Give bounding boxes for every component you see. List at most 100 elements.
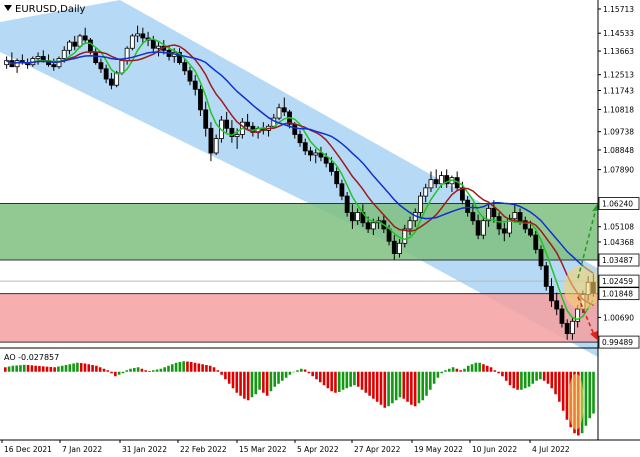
level-label: 1.02459 xyxy=(602,277,633,286)
ao-bar xyxy=(68,364,72,372)
ao-bar xyxy=(387,371,390,407)
time-tick-label: 15 Mar 2022 xyxy=(239,445,287,454)
ao-bar xyxy=(231,371,235,389)
ao-bar xyxy=(512,371,516,389)
ao-bar xyxy=(546,371,550,384)
support-zone xyxy=(0,293,598,343)
time-tick-label: 4 Jul 2022 xyxy=(532,445,570,454)
candle-body xyxy=(203,109,209,129)
ao-bar xyxy=(497,371,500,374)
ao-bar xyxy=(516,371,519,390)
price-axis: 1.15713 1.14533 1.13663 1.12513 1.11743 1.108… xyxy=(597,0,640,457)
price-tick-label: 1.14533 xyxy=(603,29,634,38)
candle-body xyxy=(156,45,161,49)
time-tick-label: 31 Jan 2022 xyxy=(122,445,167,454)
ao-bar xyxy=(417,371,421,404)
candle-body xyxy=(119,60,125,74)
candle-body xyxy=(98,62,104,70)
ao-bar xyxy=(262,371,265,393)
ao-bar xyxy=(87,364,91,372)
candle-body xyxy=(538,249,544,267)
ao-bar xyxy=(64,365,68,372)
candle-body xyxy=(344,195,350,213)
ao-bar xyxy=(197,363,201,372)
ao-bar xyxy=(201,364,204,372)
candle-body xyxy=(365,222,371,230)
forecast-highlight xyxy=(564,265,600,310)
candle-body xyxy=(129,35,135,49)
ao-bar xyxy=(167,365,170,372)
candle-body xyxy=(512,212,518,220)
ao-bar xyxy=(296,370,299,372)
level-label-box xyxy=(598,197,640,210)
candle-body xyxy=(150,39,156,49)
candle-body xyxy=(323,156,329,164)
ao-bar xyxy=(163,367,166,372)
level-label-box xyxy=(598,335,640,349)
ao-bar xyxy=(246,371,250,401)
ao-bar xyxy=(440,371,444,374)
ao-bar xyxy=(7,366,11,372)
ao-bar xyxy=(129,368,132,372)
candle-body xyxy=(93,51,99,64)
ao-bar xyxy=(178,362,182,372)
candle-body xyxy=(82,35,88,41)
ao-bar xyxy=(30,365,34,372)
ao-bar xyxy=(114,371,117,377)
ao-bar xyxy=(485,365,489,372)
ao-bar xyxy=(311,371,314,377)
level-label: 1.06240 xyxy=(602,199,633,208)
price-tick-label: 1.08848 xyxy=(603,146,634,155)
candle-body xyxy=(554,300,560,310)
candle-body xyxy=(67,41,72,51)
ao-bar xyxy=(330,371,333,392)
triangle-down-icon[interactable] xyxy=(4,5,12,11)
ao-bar xyxy=(182,361,185,372)
ao-bar xyxy=(300,368,303,372)
price-tick-label: 1.07890 xyxy=(603,166,634,175)
ao-bar xyxy=(11,365,15,372)
ao-bar xyxy=(144,370,148,372)
candle-body xyxy=(208,127,214,154)
ao-bar xyxy=(186,361,189,372)
ao-bar xyxy=(425,371,428,396)
candle-body xyxy=(549,286,554,302)
ao-bar xyxy=(79,363,83,372)
candle-body xyxy=(108,78,114,86)
ao-bar xyxy=(269,371,273,392)
candle-body xyxy=(418,195,423,213)
ao-bar xyxy=(406,371,409,402)
ao-bar xyxy=(208,365,212,372)
candle-body xyxy=(177,51,182,64)
candle-body xyxy=(522,220,528,230)
level-label-box xyxy=(598,274,640,288)
ao-bar xyxy=(463,368,466,372)
candle-body xyxy=(281,107,287,113)
ao-bar xyxy=(345,371,349,389)
level-label-box xyxy=(598,253,640,267)
ao-bar xyxy=(189,362,193,372)
ao-bar xyxy=(159,368,163,372)
ao-bar xyxy=(212,367,216,372)
price-tick-label: 1.05108 xyxy=(603,223,634,232)
candle-body xyxy=(329,162,334,172)
ao-bar xyxy=(174,362,178,372)
bullish-arrow xyxy=(577,208,597,279)
ao-bar xyxy=(504,371,508,381)
ao-bar xyxy=(334,371,337,393)
candle-body xyxy=(302,142,308,152)
price-tick-label: 1.04368 xyxy=(603,238,634,247)
ao-bar xyxy=(448,368,451,372)
resistance-zone xyxy=(0,203,598,261)
ao-bar xyxy=(394,371,398,401)
time-axis: 16 Dec 2021 7 Jan 2022 31 Jan 2022 22 Feb 2… xyxy=(0,439,640,454)
ao-bar xyxy=(258,371,261,390)
ao-bar xyxy=(133,368,136,372)
ao-bar xyxy=(49,366,53,372)
candle-body xyxy=(433,179,439,185)
price-tick-label: 1.10818 xyxy=(603,105,634,114)
candle-body xyxy=(501,228,507,234)
ao-bar xyxy=(398,371,402,398)
ao-bar xyxy=(281,371,284,381)
